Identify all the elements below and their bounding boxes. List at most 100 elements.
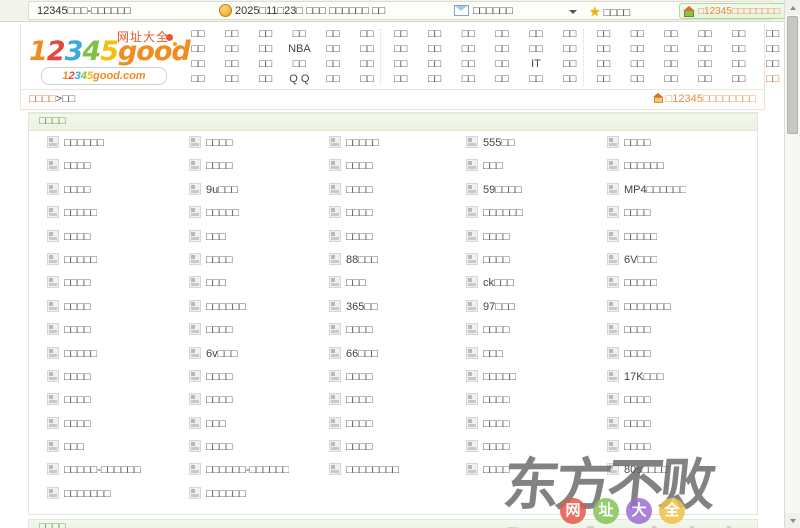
- site-link[interactable]: 555□□: [483, 137, 515, 149]
- site-link[interactable]: □□□□: [346, 394, 373, 407]
- nav-link-11-3[interactable]: IT: [531, 58, 541, 70]
- site-link[interactable]: □□□□□□: [206, 300, 246, 313]
- site-link[interactable]: □□□□□: [64, 253, 98, 266]
- nav-link-4-3[interactable]: □□: [292, 58, 307, 70]
- nav-link-12-3[interactable]: □□: [563, 58, 577, 70]
- nav-link-10-3[interactable]: □□: [495, 58, 509, 70]
- site-link[interactable]: □□□□: [624, 324, 651, 337]
- scroll-down-icon[interactable]: [785, 513, 800, 528]
- nav-link-12-2[interactable]: □□: [563, 43, 577, 55]
- nav-link-18-4[interactable]: □□: [765, 73, 780, 85]
- site-link[interactable]: □□□□: [64, 324, 91, 337]
- site-link[interactable]: □□□□□: [64, 207, 98, 220]
- site-link[interactable]: □□□: [206, 417, 226, 430]
- nav-link-7-4[interactable]: □□: [394, 73, 408, 85]
- site-link[interactable]: □□□□□: [64, 347, 98, 360]
- nav-link-8-4[interactable]: □□: [427, 73, 442, 85]
- nav-link-10-1[interactable]: □□: [495, 28, 509, 40]
- nav-link-16-3[interactable]: □□: [698, 58, 712, 70]
- nav-link-11-4[interactable]: □□: [529, 73, 543, 85]
- nav-link-7-1[interactable]: □□: [394, 28, 408, 40]
- site-link[interactable]: □□□□: [64, 183, 91, 196]
- site-link[interactable]: □□□□□□□: [64, 487, 111, 500]
- site-link[interactable]: 6V□□□: [624, 253, 658, 266]
- site-link[interactable]: 97□□□: [483, 300, 516, 313]
- nav-link-2-1[interactable]: □□: [225, 28, 239, 40]
- site-link[interactable]: 6v□□□: [206, 347, 238, 360]
- site-link[interactable]: □□□□: [483, 417, 510, 430]
- site-link[interactable]: □□□□□: [624, 277, 658, 290]
- nav-link-18-1[interactable]: □□: [765, 28, 780, 40]
- nav-link-16-2[interactable]: □□: [698, 43, 712, 55]
- nav-link-4-2[interactable]: NBA: [288, 43, 311, 55]
- site-link[interactable]: □□□□: [64, 300, 91, 313]
- nav-link-12-1[interactable]: □□: [563, 28, 577, 40]
- nav-link-8-1[interactable]: □□: [427, 28, 442, 40]
- site-link[interactable]: □□□□□□-□□□□□□: [206, 464, 290, 477]
- site-link[interactable]: □□□□: [346, 160, 373, 173]
- nav-link-6-1[interactable]: □□: [360, 28, 374, 40]
- nav-link-3-1[interactable]: □□: [258, 28, 273, 40]
- nav-link-15-4[interactable]: □□: [664, 73, 678, 85]
- site-link[interactable]: □□□□: [64, 394, 91, 407]
- mail-button[interactable]: □□□□□□: [454, 4, 513, 19]
- site-link[interactable]: □□□: [346, 277, 366, 290]
- nav-link-5-4[interactable]: □□: [326, 73, 340, 85]
- nav-link-4-4[interactable]: Q Q: [289, 73, 310, 85]
- site-link[interactable]: □□□□: [624, 394, 651, 407]
- nav-link-10-4[interactable]: □□: [495, 73, 509, 85]
- nav-link-17-1[interactable]: □□: [732, 28, 746, 40]
- site-link[interactable]: MP4□□□□□□: [624, 183, 687, 196]
- site-link[interactable]: □□□□: [483, 230, 510, 243]
- nav-link-18-3[interactable]: □□: [765, 58, 780, 70]
- site-logo[interactable]: 12345good 网址大全 12345good.com: [29, 28, 191, 86]
- nav-link-11-2[interactable]: □□: [529, 43, 543, 55]
- nav-link-15-2[interactable]: □□: [664, 43, 678, 55]
- site-link[interactable]: □□□□: [624, 207, 651, 220]
- nav-link-10-2[interactable]: □□: [495, 43, 509, 55]
- site-link[interactable]: □□□□: [64, 370, 91, 383]
- nav-link-4-1[interactable]: □□: [292, 28, 307, 40]
- nav-link-5-1[interactable]: □□: [326, 28, 340, 40]
- nav-link-9-1[interactable]: □□: [461, 28, 476, 40]
- nav-link-15-3[interactable]: □□: [664, 58, 678, 70]
- breadcrumb-category[interactable]: □□□□: [29, 93, 56, 105]
- site-link[interactable]: 59□□□□: [483, 183, 522, 196]
- nav-link-16-1[interactable]: □□: [698, 28, 712, 40]
- nav-link-15-1[interactable]: □□: [664, 28, 678, 40]
- site-link[interactable]: □□□□: [64, 160, 91, 173]
- nav-link-12-4[interactable]: □□: [563, 73, 577, 85]
- site-link[interactable]: □□□: [206, 277, 226, 290]
- nav-link-3-2[interactable]: □□: [258, 43, 273, 55]
- nav-link-13-1[interactable]: □□: [596, 28, 611, 40]
- nav-link-1-2[interactable]: □□: [191, 43, 205, 55]
- site-link[interactable]: □□□□: [624, 417, 651, 430]
- site-link[interactable]: □□□□□□: [624, 160, 664, 173]
- vertical-scrollbar[interactable]: [784, 0, 800, 528]
- nav-link-1-1[interactable]: □□: [191, 28, 205, 40]
- site-link[interactable]: □□□□: [346, 324, 373, 337]
- favorites-button[interactable]: ★ □□□□: [589, 4, 630, 19]
- homepage-button[interactable]: □12345□□□□□□□□: [679, 3, 800, 19]
- site-link[interactable]: □□□□□: [346, 137, 380, 149]
- nav-link-5-2[interactable]: □□: [326, 43, 340, 55]
- site-link[interactable]: □□□□: [624, 441, 651, 454]
- nav-link-3-3[interactable]: □□: [258, 58, 273, 70]
- nav-link-17-2[interactable]: □□: [732, 43, 746, 55]
- nav-link-8-3[interactable]: □□: [427, 58, 442, 70]
- site-link[interactable]: □□□: [206, 230, 226, 243]
- nav-link-9-4[interactable]: □□: [461, 73, 476, 85]
- nav-link-13-2[interactable]: □□: [596, 43, 611, 55]
- site-link[interactable]: 66□□□: [346, 347, 379, 360]
- site-link[interactable]: □□□□□□: [64, 137, 104, 149]
- nav-link-14-2[interactable]: □□: [630, 43, 645, 55]
- nav-link-9-3[interactable]: □□: [461, 58, 476, 70]
- site-link[interactable]: ck□□□: [483, 277, 514, 290]
- nav-link-7-3[interactable]: □□: [394, 58, 408, 70]
- nav-link-17-4[interactable]: □□: [732, 73, 746, 85]
- site-link[interactable]: □□□□□: [624, 230, 658, 243]
- site-link[interactable]: □□□□: [206, 324, 233, 337]
- site-link[interactable]: □□□□: [346, 370, 373, 383]
- site-link[interactable]: □□□□□□: [206, 487, 246, 500]
- site-link[interactable]: □□□□□-□□□□□□: [64, 464, 141, 477]
